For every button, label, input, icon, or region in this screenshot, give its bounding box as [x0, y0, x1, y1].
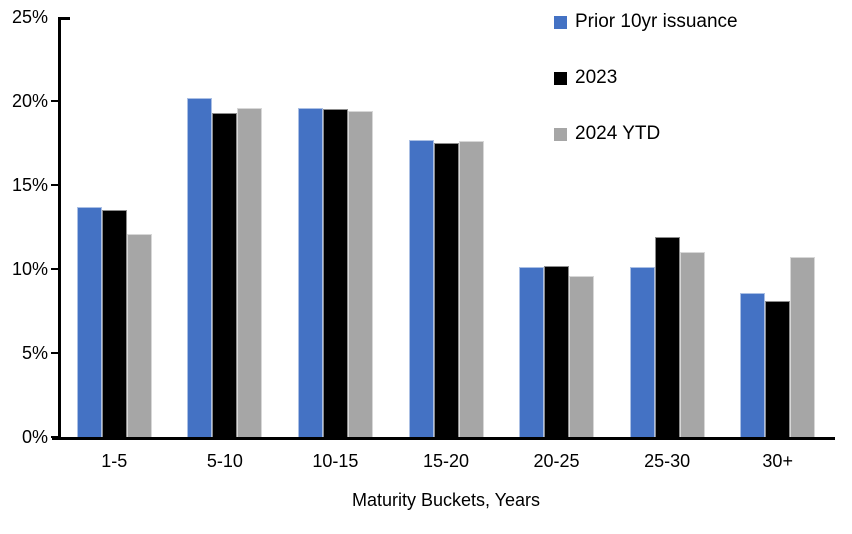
bar-2023-1-5: [101, 210, 127, 437]
y-tick-label-10-: 10%: [11, 259, 48, 279]
bar-prior-10yr-issuance-25-30: [629, 267, 655, 437]
bar-2024-ytd-25-30: [679, 252, 705, 437]
legend-item-prior-10yr-issuance: Prior 10yr issuance: [554, 8, 738, 36]
bar-2024-ytd-30-: [790, 257, 816, 437]
legend-swatch-icon: [554, 71, 567, 85]
bar-2024-ytd-10-15: [347, 111, 373, 437]
legend-swatch-icon: [554, 127, 567, 141]
bar-2024-ytd-15-20: [458, 141, 484, 437]
y-tick-label-25-: 25%: [11, 7, 48, 27]
y-tick-label-5-: 5%: [21, 343, 48, 363]
bar-2024-ytd-1-5: [126, 233, 152, 437]
x-tick-label-10-15: 10-15: [312, 451, 359, 471]
bar-group-20-25: [519, 265, 595, 437]
bar-prior-10yr-issuance-5-10: [187, 97, 213, 437]
legend-item-2024-ytd: 2024 YTD: [554, 120, 738, 148]
x-tick-label-1-5: 1-5: [101, 451, 128, 471]
bar-group-5-10: [187, 97, 263, 437]
bar-2023-10-15: [322, 109, 348, 437]
x-tick-label-25-30: 25-30: [644, 451, 691, 471]
bar-prior-10yr-issuance-1-5: [76, 206, 102, 437]
x-tick-label-20-25: 20-25: [533, 451, 580, 471]
bar-prior-10yr-issuance-15-20: [408, 139, 434, 437]
legend-item-2023: 2023: [554, 64, 738, 92]
bar-2023-20-25: [544, 265, 570, 437]
bar-2024-ytd-5-10: [237, 107, 263, 437]
y-tick-label-20-: 20%: [11, 91, 48, 111]
plot-area: [51, 17, 835, 440]
bar-group-1-5: [76, 206, 152, 437]
y-axis-line: [58, 17, 61, 440]
x-axis-title: Maturity Buckets, Years: [351, 490, 541, 510]
legend-label: 2024 YTD: [575, 123, 661, 144]
y-tick-mark: [51, 100, 59, 102]
bar-prior-10yr-issuance-20-25: [519, 267, 545, 437]
legend: Prior 10yr issuance 2023 2024 YTD: [554, 8, 738, 176]
bar-group-15-20: [408, 139, 484, 437]
bar-prior-10yr-issuance-10-15: [297, 107, 323, 437]
bar-2023-25-30: [654, 237, 680, 437]
y-tick-mark: [51, 436, 59, 438]
bar-group-10-15: [297, 107, 373, 437]
y-tick-label-0-: 0%: [21, 427, 48, 447]
y-tick-mark: [51, 352, 59, 354]
legend-swatch-icon: [554, 15, 567, 29]
bar-2024-ytd-20-25: [569, 275, 595, 437]
bar-2023-30-: [765, 300, 791, 437]
bar-group-30-: [740, 257, 816, 437]
y-tick-mark: [51, 184, 59, 186]
x-tick-label-15-20: 15-20: [422, 451, 469, 471]
x-axis-line: [52, 437, 835, 440]
y-tick-mark: [51, 268, 59, 270]
x-tick-label-5-10: 5-10: [206, 451, 243, 471]
bar-prior-10yr-issuance-30-: [740, 292, 766, 437]
legend-label: Prior 10yr issuance: [575, 11, 738, 32]
bar-2023-15-20: [433, 143, 459, 437]
y-tick-label-15-: 15%: [11, 175, 48, 195]
y-axis-tick-labels: 0% 5% 10% 15% 20% 25%: [0, 0, 48, 534]
x-axis-tick-labels: 1-5 5-10 10-15 15-20 20-25 25-30 30+: [59, 450, 833, 474]
y-axis-top-tick: [61, 17, 70, 20]
x-tick-label-30-: 30+: [762, 451, 793, 471]
legend-label: 2023: [575, 67, 618, 88]
bar-2023-5-10: [212, 112, 238, 437]
bar-group-25-30: [629, 237, 705, 437]
